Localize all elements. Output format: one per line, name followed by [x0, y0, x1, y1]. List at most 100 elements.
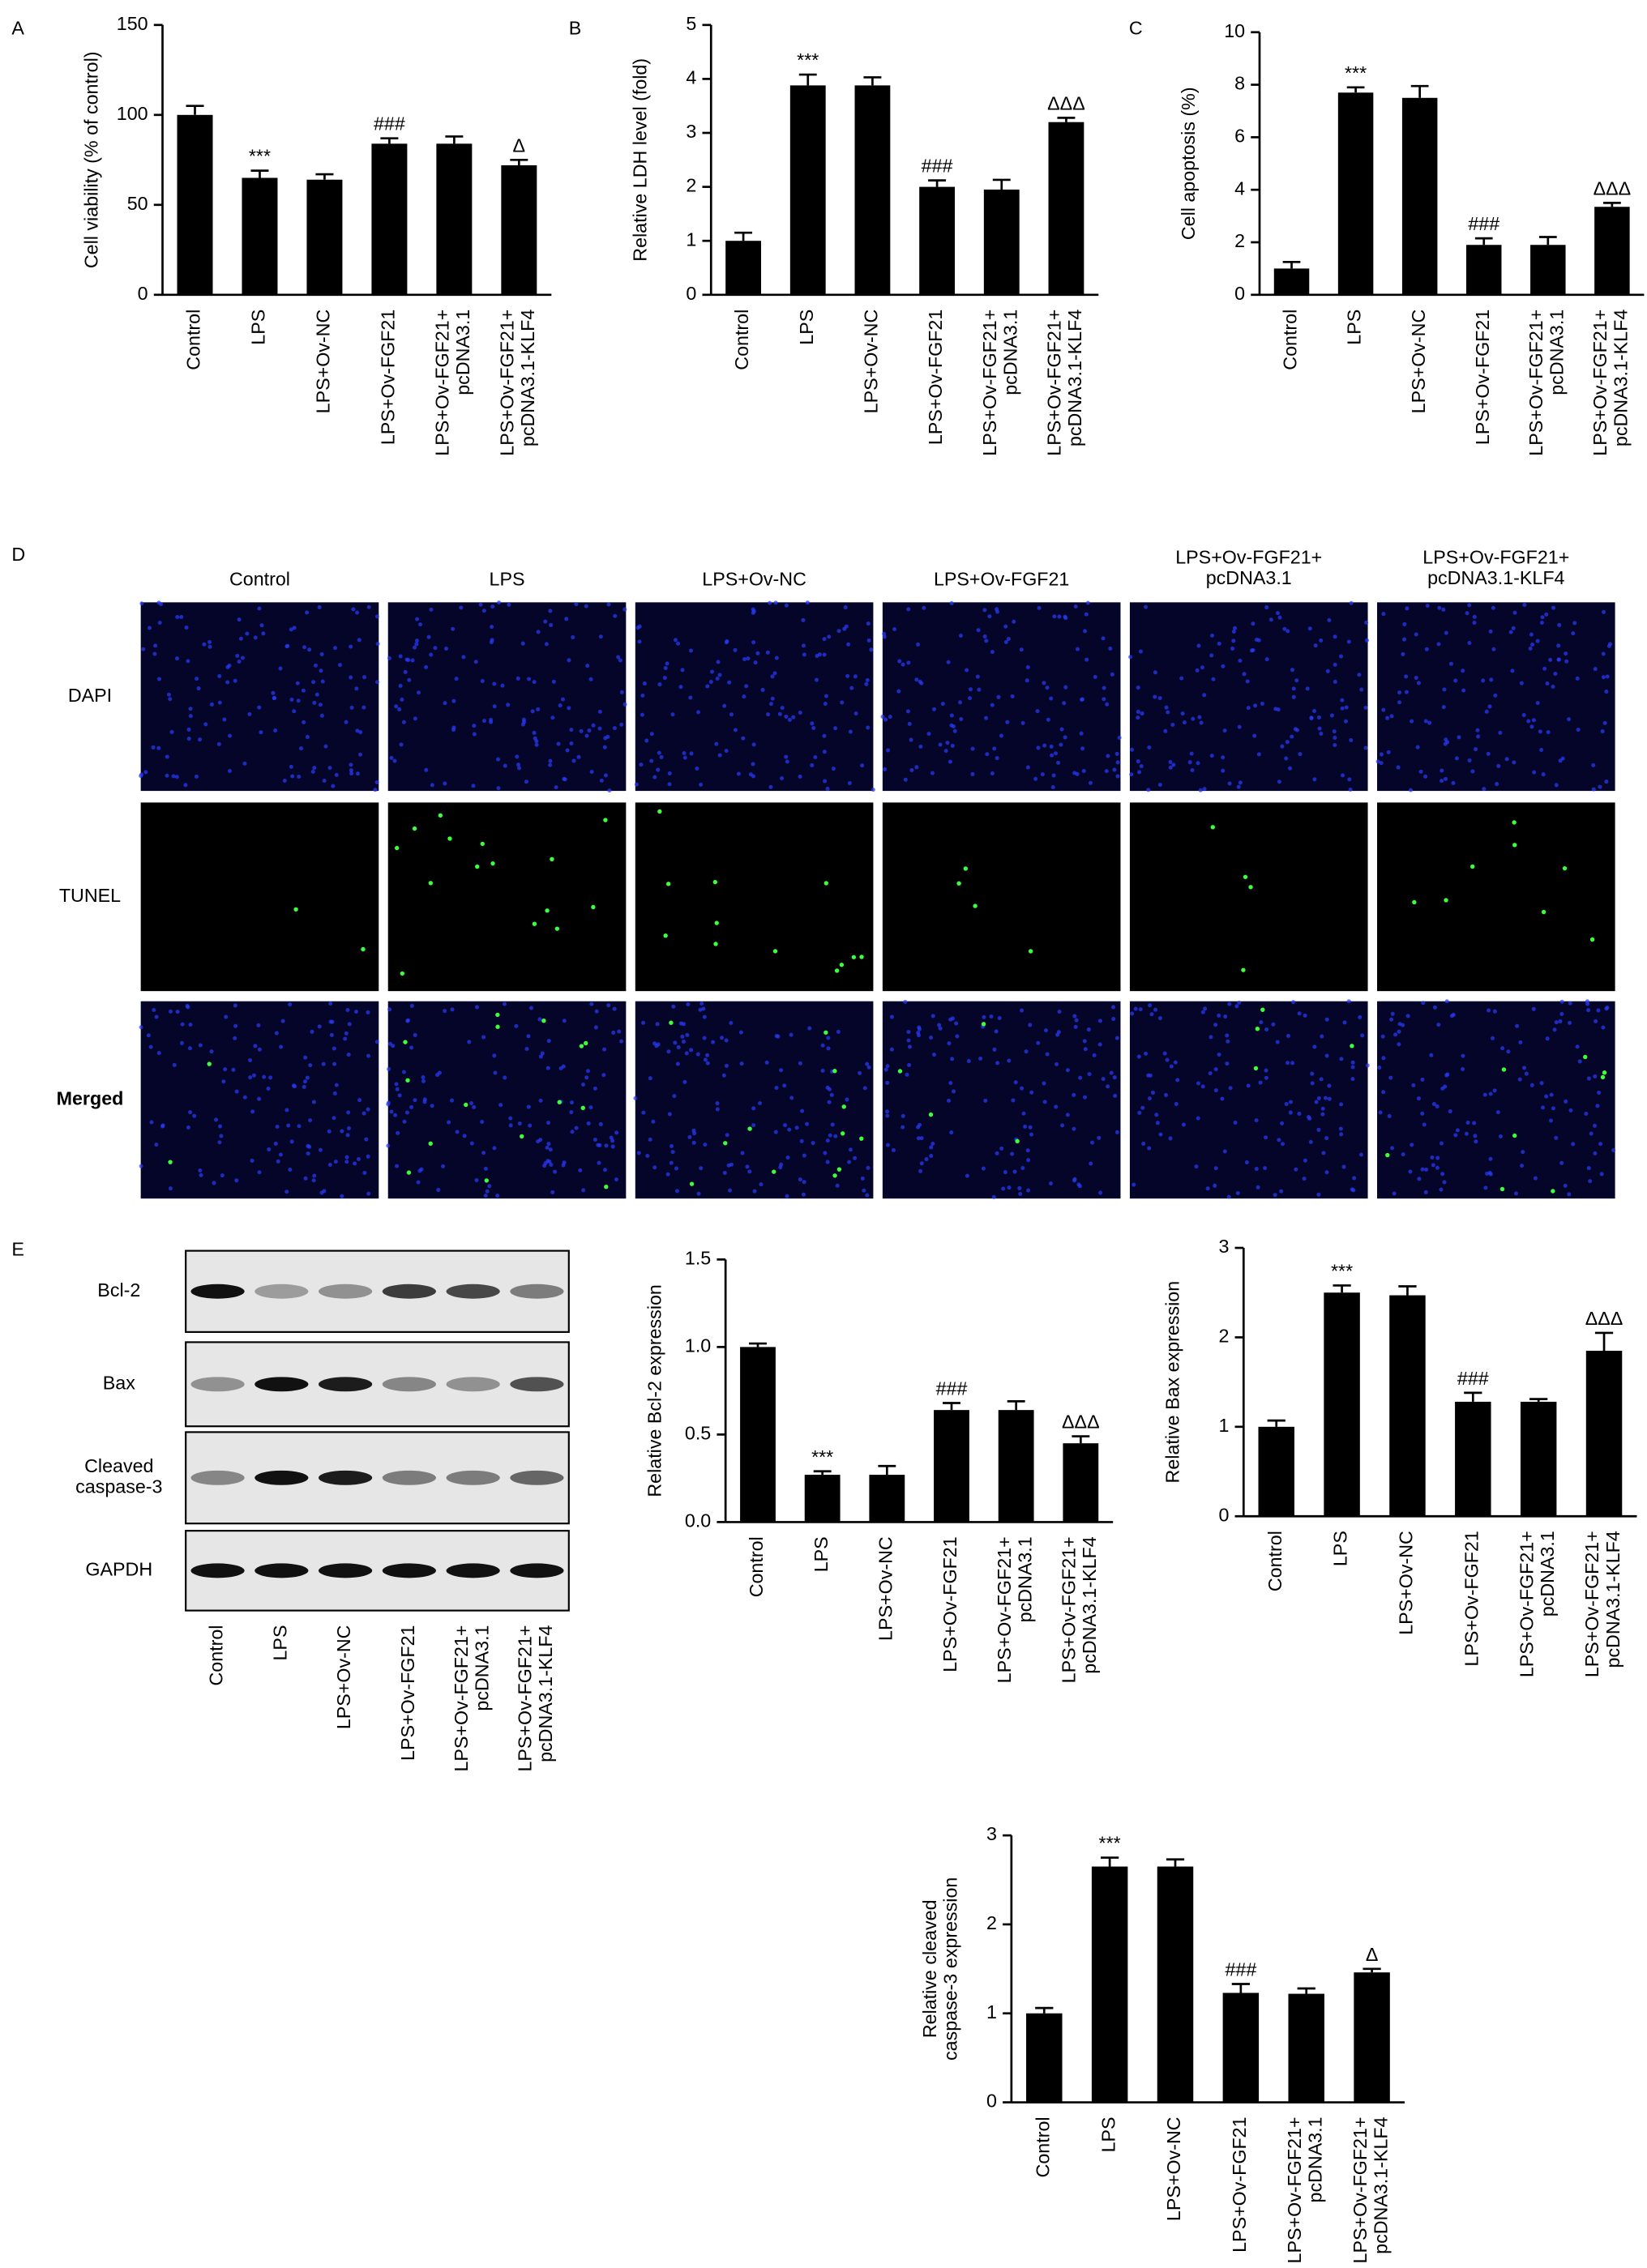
nucleus — [1286, 1061, 1290, 1066]
nucleus — [1137, 1110, 1142, 1115]
nucleus — [183, 783, 188, 788]
y-tick-label: 150 — [117, 13, 148, 34]
nucleus — [1521, 713, 1526, 718]
nucleus — [1389, 1017, 1394, 1022]
nucleus — [746, 656, 751, 661]
nucleus — [1191, 716, 1196, 721]
nucleus — [802, 1180, 806, 1185]
error-bar — [1101, 1856, 1119, 1867]
nucleus — [248, 1075, 253, 1080]
nucleus — [906, 1029, 911, 1035]
tunel-spot — [480, 841, 485, 847]
tunel-spot — [981, 1022, 986, 1027]
nucleus — [1432, 1005, 1437, 1010]
column-header: LPS+Ov-NC — [702, 569, 806, 590]
nucleus — [1559, 1011, 1564, 1016]
nucleus — [995, 1061, 1000, 1066]
nucleus — [156, 1050, 161, 1055]
nucleus — [748, 772, 753, 777]
tunel-spot — [1583, 1054, 1588, 1060]
nucleus — [394, 704, 399, 709]
nucleus — [332, 1116, 336, 1121]
nucleus — [1500, 1046, 1505, 1051]
error-bar — [380, 137, 399, 144]
nucleus — [261, 631, 266, 636]
blot-band — [382, 1283, 436, 1299]
nucleus — [1036, 745, 1041, 750]
nucleus — [289, 627, 293, 632]
nucleus — [1611, 1148, 1616, 1153]
nucleus — [292, 709, 297, 714]
nucleus — [1448, 1109, 1452, 1114]
tunel-spot — [1501, 1067, 1507, 1072]
nucleus — [355, 728, 360, 733]
nucleus — [349, 644, 353, 649]
nucleus — [1040, 772, 1045, 777]
nucleus — [522, 720, 527, 724]
nucleus — [776, 1034, 781, 1039]
error-bar — [1410, 84, 1429, 98]
nucleus — [581, 1082, 586, 1087]
nucleus — [310, 1029, 314, 1034]
significance-label: ΔΔΔ — [1585, 1308, 1623, 1329]
nucleus — [1025, 765, 1030, 770]
nucleus — [938, 1026, 943, 1031]
error-bar — [250, 169, 269, 178]
nucleus — [860, 763, 865, 768]
x-tick-label: LPS+Ov-FGF21 — [1472, 310, 1493, 445]
nucleus — [1393, 1032, 1398, 1037]
nucleus — [1111, 1017, 1116, 1022]
y-axis-label: Relative cleavedcaspase-3 expression — [919, 1877, 961, 2061]
nucleus — [827, 1100, 832, 1104]
nucleus — [1405, 1014, 1410, 1019]
nucleus — [1435, 1165, 1440, 1170]
nucleus — [503, 1075, 507, 1080]
nucleus — [1467, 603, 1472, 608]
nucleus — [1290, 1061, 1295, 1066]
nucleus — [282, 778, 287, 783]
nucleus — [351, 607, 356, 612]
tunel-spot — [1015, 1138, 1020, 1144]
nucleus — [1601, 651, 1606, 656]
nucleus — [603, 773, 608, 778]
tunel-spot — [495, 1012, 500, 1018]
x-tick-label: LPS+Ov-NC — [1396, 1531, 1417, 1635]
nucleus — [965, 668, 969, 673]
nucleus — [340, 1194, 344, 1198]
bar — [1465, 245, 1502, 295]
nucleus — [1464, 1131, 1469, 1136]
error-bar — [798, 73, 817, 86]
nucleus — [1073, 604, 1078, 609]
nucleus — [544, 642, 549, 647]
nucleus — [472, 724, 477, 728]
nucleus — [312, 700, 317, 705]
nucleus — [1605, 674, 1610, 679]
nucleus — [1025, 1148, 1030, 1153]
nucleus — [1003, 1170, 1007, 1175]
nucleus — [421, 1078, 426, 1083]
nucleus — [1059, 727, 1064, 732]
nucleus — [764, 1060, 769, 1065]
nucleus — [1487, 1170, 1492, 1175]
nucleus — [404, 657, 409, 662]
nucleus — [168, 1186, 173, 1191]
nucleus — [166, 692, 171, 697]
tunel-spot — [1499, 1186, 1505, 1192]
nucleus — [671, 1004, 676, 1009]
nucleus — [1157, 696, 1162, 701]
nucleus — [358, 730, 363, 735]
nucleus — [1490, 1036, 1495, 1040]
nucleus — [1539, 748, 1544, 753]
tunel-spot — [520, 1134, 524, 1139]
tunel-spot — [1241, 967, 1246, 972]
nucleus — [929, 1145, 934, 1150]
nucleus — [801, 617, 806, 622]
nucleus — [1440, 779, 1444, 784]
nucleus — [729, 712, 734, 717]
nucleus — [1592, 1123, 1598, 1128]
nucleus — [194, 774, 199, 779]
nucleus — [290, 774, 295, 779]
nucleus — [614, 1130, 619, 1135]
nucleus — [589, 769, 594, 774]
